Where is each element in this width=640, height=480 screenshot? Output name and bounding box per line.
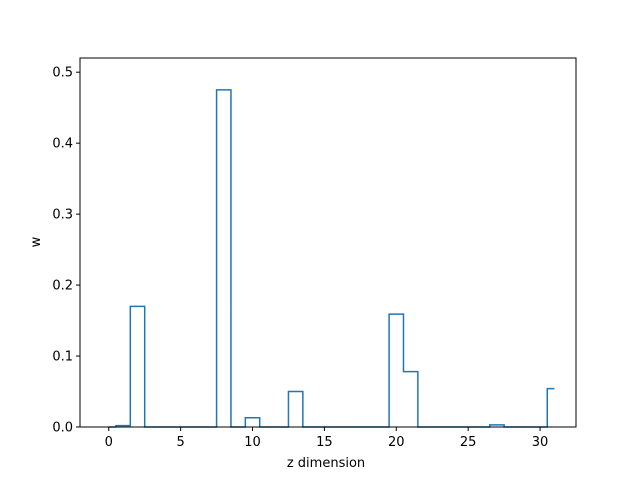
x-tick-label: 5 — [176, 435, 184, 450]
y-tick-label: 0.1 — [52, 350, 73, 365]
x-tick-label: 0 — [105, 435, 113, 450]
x-tick-label: 10 — [244, 435, 261, 450]
x-tick-label: 30 — [532, 435, 549, 450]
y-tick-label: 0.0 — [52, 421, 73, 436]
y-tick-label: 0.2 — [52, 279, 73, 294]
y-tick-label: 0.3 — [52, 208, 73, 223]
y-axis-label: w — [29, 236, 44, 247]
x-tick-label: 25 — [460, 435, 477, 450]
x-tick-label: 20 — [388, 435, 405, 450]
plot-area-frame — [79, 57, 577, 428]
y-tick-label: 0.5 — [52, 66, 73, 81]
y-tick-label: 0.4 — [52, 137, 73, 152]
x-tick-label: 15 — [316, 435, 333, 450]
x-axis-label: z dimension — [287, 456, 365, 471]
